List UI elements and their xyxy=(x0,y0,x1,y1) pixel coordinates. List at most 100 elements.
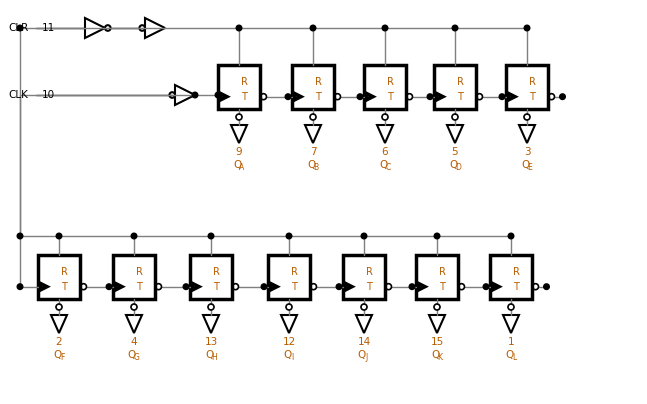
Text: T: T xyxy=(136,282,142,292)
Bar xyxy=(490,255,532,299)
Text: D: D xyxy=(455,164,461,173)
Text: Q: Q xyxy=(128,350,136,360)
Text: R: R xyxy=(241,77,247,87)
Circle shape xyxy=(427,94,433,99)
Text: Q: Q xyxy=(53,350,61,360)
Circle shape xyxy=(357,94,363,99)
Text: R: R xyxy=(366,267,373,277)
Circle shape xyxy=(524,25,530,31)
Text: 12: 12 xyxy=(282,337,296,347)
Text: R: R xyxy=(512,267,520,277)
Bar xyxy=(268,255,310,299)
Text: 11: 11 xyxy=(42,23,55,33)
Text: Q: Q xyxy=(205,350,213,360)
Text: 5: 5 xyxy=(452,147,458,157)
Text: R: R xyxy=(314,77,322,87)
Bar xyxy=(434,65,476,109)
Text: 9: 9 xyxy=(236,147,243,157)
Circle shape xyxy=(261,284,267,290)
Circle shape xyxy=(183,284,189,290)
Text: R: R xyxy=(136,267,142,277)
Text: Q: Q xyxy=(307,160,315,170)
Text: 4: 4 xyxy=(131,337,137,347)
Circle shape xyxy=(286,233,292,239)
Text: 10: 10 xyxy=(42,90,55,100)
Text: R: R xyxy=(291,267,298,277)
Circle shape xyxy=(17,233,23,239)
Circle shape xyxy=(560,94,565,99)
Text: 7: 7 xyxy=(310,147,316,157)
Text: 6: 6 xyxy=(382,147,388,157)
Circle shape xyxy=(483,284,488,290)
Text: B: B xyxy=(313,164,318,173)
Text: 13: 13 xyxy=(204,337,217,347)
Circle shape xyxy=(285,94,291,99)
Text: I: I xyxy=(291,354,293,362)
Bar xyxy=(190,255,232,299)
Text: T: T xyxy=(315,92,321,102)
Circle shape xyxy=(208,233,214,239)
Text: H: H xyxy=(211,354,217,362)
Text: R: R xyxy=(387,77,393,87)
Text: T: T xyxy=(439,282,445,292)
Text: Q: Q xyxy=(358,350,366,360)
Circle shape xyxy=(310,25,316,31)
Text: L: L xyxy=(512,354,516,362)
Text: CLK: CLK xyxy=(8,90,28,100)
Text: J: J xyxy=(366,354,368,362)
Text: T: T xyxy=(241,92,247,102)
Text: Q: Q xyxy=(431,350,439,360)
Circle shape xyxy=(106,284,112,290)
Text: T: T xyxy=(457,92,463,102)
Text: T: T xyxy=(366,282,372,292)
Text: R: R xyxy=(457,77,463,87)
Circle shape xyxy=(452,25,458,31)
Bar xyxy=(364,65,406,109)
Circle shape xyxy=(131,233,137,239)
Text: T: T xyxy=(213,282,219,292)
Text: Q: Q xyxy=(233,160,241,170)
Circle shape xyxy=(382,25,388,31)
Circle shape xyxy=(215,92,221,98)
Circle shape xyxy=(361,233,367,239)
Text: T: T xyxy=(291,282,297,292)
Text: Q: Q xyxy=(521,160,529,170)
Text: T: T xyxy=(387,92,393,102)
Text: K: K xyxy=(437,354,443,362)
Circle shape xyxy=(17,284,23,290)
Text: R: R xyxy=(439,267,446,277)
Bar xyxy=(416,255,458,299)
Text: Q: Q xyxy=(379,160,387,170)
Bar xyxy=(38,255,80,299)
Bar xyxy=(218,65,260,109)
Circle shape xyxy=(17,25,23,31)
Circle shape xyxy=(192,92,198,98)
Circle shape xyxy=(434,233,440,239)
Text: T: T xyxy=(529,92,535,102)
Text: G: G xyxy=(134,354,140,362)
Text: T: T xyxy=(61,282,67,292)
Bar xyxy=(506,65,548,109)
Text: Q: Q xyxy=(449,160,457,170)
Circle shape xyxy=(236,25,242,31)
Text: R: R xyxy=(213,267,219,277)
Text: Q: Q xyxy=(505,350,513,360)
Text: Q: Q xyxy=(283,350,291,360)
Text: A: A xyxy=(239,164,245,173)
Circle shape xyxy=(499,94,505,99)
Text: E: E xyxy=(527,164,532,173)
Bar xyxy=(343,255,385,299)
Text: 3: 3 xyxy=(523,147,531,157)
Bar xyxy=(113,255,155,299)
Circle shape xyxy=(56,233,62,239)
Text: R: R xyxy=(61,267,67,277)
Bar xyxy=(292,65,334,109)
Circle shape xyxy=(543,284,549,290)
Circle shape xyxy=(409,284,415,290)
Text: 2: 2 xyxy=(56,337,62,347)
Text: R: R xyxy=(529,77,536,87)
Circle shape xyxy=(336,284,342,290)
Circle shape xyxy=(508,233,514,239)
Text: 1: 1 xyxy=(508,337,514,347)
Text: 15: 15 xyxy=(430,337,444,347)
